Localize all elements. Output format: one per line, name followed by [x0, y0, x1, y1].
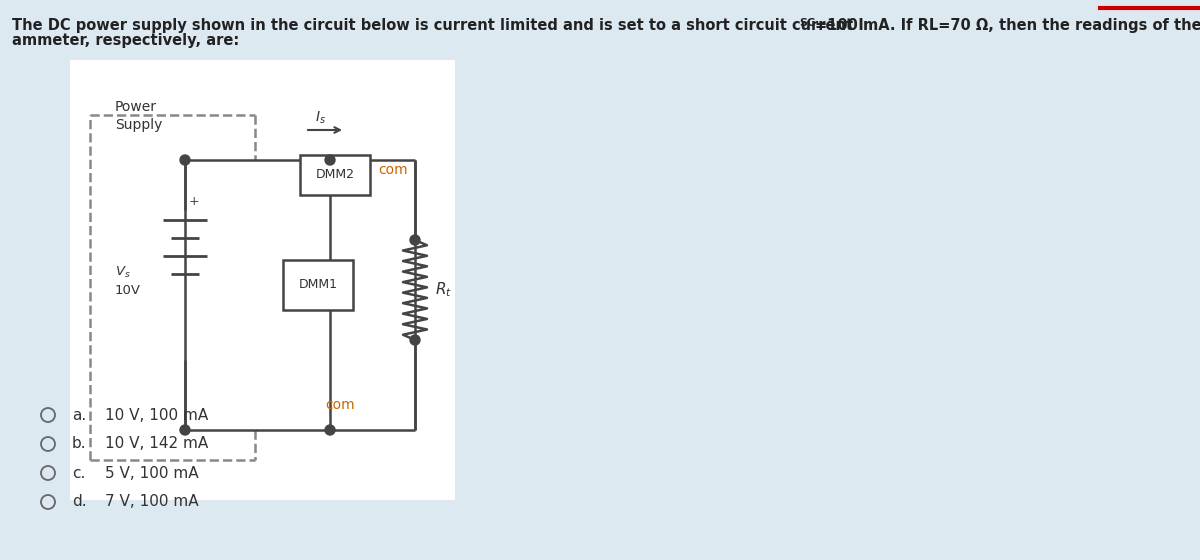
Text: 10 V, 100 mA: 10 V, 100 mA	[106, 408, 209, 422]
Text: 7 V, 100 mA: 7 V, 100 mA	[106, 494, 199, 510]
Circle shape	[410, 335, 420, 345]
Text: $V_s$: $V_s$	[115, 264, 131, 279]
Text: +: +	[190, 195, 199, 208]
Text: 10V: 10V	[115, 283, 142, 296]
Circle shape	[325, 155, 335, 165]
Text: 5 V, 100 mA: 5 V, 100 mA	[106, 465, 199, 480]
Text: b.: b.	[72, 436, 86, 451]
Text: Power
Supply: Power Supply	[115, 100, 162, 132]
Text: a.: a.	[72, 408, 86, 422]
Text: The DC power supply shown in the circuit below is current limited and is set to : The DC power supply shown in the circuit…	[12, 18, 864, 33]
FancyBboxPatch shape	[300, 155, 370, 195]
Text: DMM2: DMM2	[316, 169, 354, 181]
Text: =100 mA. If RL=70 Ω, then the readings of the DMM1 voltmeter and DMM2: =100 mA. If RL=70 Ω, then the readings o…	[815, 18, 1200, 33]
Text: com: com	[378, 163, 408, 177]
Text: com: com	[325, 398, 355, 412]
Text: 10 V, 142 mA: 10 V, 142 mA	[106, 436, 209, 451]
Text: DMM1: DMM1	[299, 278, 337, 292]
Circle shape	[180, 425, 190, 435]
Text: c.: c.	[72, 465, 85, 480]
Circle shape	[180, 155, 190, 165]
Text: ammeter, respectively, are:: ammeter, respectively, are:	[12, 33, 239, 48]
Text: d.: d.	[72, 494, 86, 510]
Circle shape	[410, 235, 420, 245]
Text: SC: SC	[799, 18, 815, 28]
Text: $R_t$: $R_t$	[436, 281, 452, 300]
Text: $I_s$: $I_s$	[314, 110, 325, 127]
Circle shape	[325, 425, 335, 435]
FancyBboxPatch shape	[283, 260, 353, 310]
FancyBboxPatch shape	[70, 60, 455, 500]
